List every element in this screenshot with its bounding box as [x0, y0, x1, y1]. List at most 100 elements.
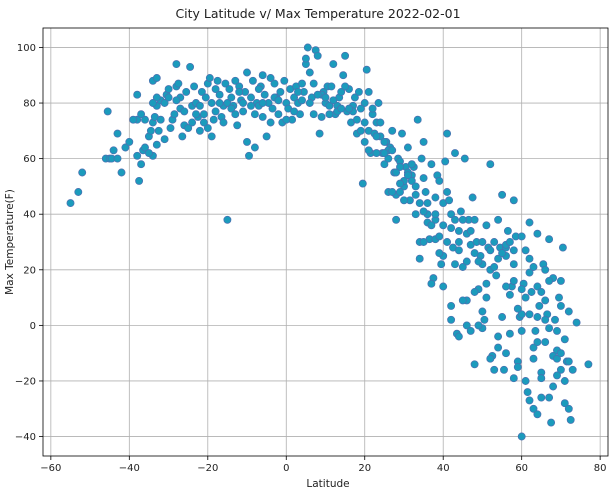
data-point — [431, 193, 440, 202]
data-point — [494, 343, 503, 352]
data-point — [125, 137, 134, 146]
data-point — [262, 132, 271, 141]
x-tick-label: −60 — [40, 463, 61, 474]
data-point — [74, 188, 83, 196]
data-point — [254, 85, 263, 94]
data-point — [172, 96, 181, 105]
data-point — [445, 196, 454, 205]
data-point — [329, 60, 338, 69]
data-point — [462, 257, 471, 266]
data-point — [533, 229, 542, 238]
data-point — [564, 357, 573, 366]
data-point — [103, 107, 112, 116]
x-tick-label: 80 — [594, 463, 607, 474]
data-point — [207, 99, 216, 107]
data-point — [517, 232, 526, 241]
data-point — [494, 254, 503, 263]
y-tick-label: 40 — [23, 210, 36, 221]
data-point — [443, 238, 452, 246]
x-axis-label: Latitude — [306, 478, 349, 490]
data-point — [403, 171, 412, 180]
data-point — [560, 377, 569, 385]
data-point — [498, 313, 507, 321]
data-point — [462, 321, 471, 330]
data-point — [341, 51, 350, 60]
data-point — [509, 374, 518, 383]
data-point — [362, 65, 371, 74]
data-point — [545, 276, 554, 285]
data-point — [556, 301, 565, 310]
data-point — [258, 99, 267, 107]
data-point — [411, 210, 420, 219]
data-point — [502, 282, 510, 291]
data-point — [486, 354, 495, 363]
data-point — [513, 304, 522, 313]
data-point — [553, 326, 561, 335]
data-point — [152, 93, 161, 102]
data-point — [327, 82, 336, 91]
data-point — [545, 324, 554, 333]
data-point — [276, 87, 285, 96]
data-point — [199, 110, 208, 119]
data-point — [517, 326, 526, 335]
data-point — [447, 315, 456, 324]
data-point — [439, 221, 448, 230]
data-point — [303, 43, 312, 52]
data-point — [553, 371, 561, 380]
data-point — [392, 215, 401, 224]
data-point — [527, 288, 536, 296]
data-point — [239, 107, 248, 116]
data-point — [529, 354, 538, 363]
data-point — [547, 418, 556, 427]
data-point — [533, 282, 542, 291]
data-point — [380, 137, 389, 146]
data-point — [313, 90, 322, 99]
data-point — [502, 349, 510, 358]
data-point — [458, 263, 467, 271]
data-point — [482, 293, 491, 302]
data-point — [537, 288, 546, 296]
data-point — [360, 118, 369, 127]
data-point — [431, 210, 440, 219]
data-point — [482, 279, 491, 288]
data-point — [243, 68, 251, 77]
y-axis-ticks: −40 −20 0 20 40 60 80 100 — [15, 43, 43, 443]
data-point — [113, 129, 122, 138]
data-point — [541, 338, 550, 347]
data-point — [211, 107, 220, 116]
data-point — [419, 207, 428, 216]
data-point — [427, 160, 436, 169]
data-point — [454, 246, 463, 255]
data-point — [478, 238, 487, 246]
y-tick-label: −20 — [15, 376, 36, 387]
data-point — [545, 235, 554, 244]
data-point — [339, 71, 348, 80]
data-point — [354, 87, 363, 96]
data-point — [190, 82, 199, 91]
data-point — [250, 143, 259, 152]
data-point — [498, 190, 507, 199]
data-point — [517, 285, 526, 294]
data-point — [525, 268, 534, 277]
data-point — [248, 76, 257, 85]
x-axis-ticks: −60 −40 −20 0 20 40 60 80 — [40, 456, 607, 474]
data-point — [568, 365, 577, 374]
data-point — [221, 79, 230, 88]
data-point — [266, 118, 275, 127]
data-point — [209, 115, 218, 124]
data-point — [521, 293, 530, 302]
data-point — [184, 124, 193, 133]
data-point — [372, 132, 381, 141]
data-point — [564, 307, 573, 316]
data-point — [490, 238, 499, 246]
data-point — [180, 107, 189, 116]
data-point — [525, 310, 534, 319]
y-tick-label: 80 — [23, 99, 36, 110]
data-point — [556, 349, 565, 358]
data-point — [521, 377, 530, 385]
data-point — [541, 265, 550, 274]
data-point — [211, 85, 220, 94]
data-point — [533, 410, 542, 419]
data-point — [146, 126, 155, 135]
data-point — [298, 79, 306, 88]
